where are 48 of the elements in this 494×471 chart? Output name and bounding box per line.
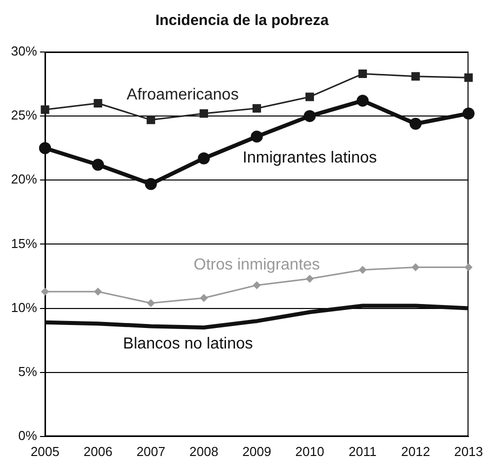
x-tick-label: 2008 — [189, 444, 218, 459]
x-tick-label: 2006 — [84, 444, 112, 459]
point — [412, 263, 420, 272]
series-label: Afroamericanos — [126, 86, 239, 104]
chart-title: Incidencia de la pobreza — [155, 12, 330, 30]
point — [306, 274, 314, 283]
y-tick-label: 25% — [10, 108, 38, 123]
x-tick-label: 2005 — [30, 444, 60, 459]
point — [146, 299, 155, 308]
x-tick-label: 2012 — [401, 444, 430, 459]
y-tick-label: 5% — [18, 364, 38, 379]
point — [464, 73, 473, 82]
point — [358, 70, 367, 78]
point — [358, 266, 367, 274]
point — [252, 281, 261, 290]
point — [200, 109, 208, 118]
point — [198, 152, 210, 164]
point — [304, 110, 316, 122]
point — [356, 94, 369, 107]
point — [94, 99, 102, 108]
point — [40, 105, 50, 114]
series-label: Blancos no latinos — [123, 336, 253, 353]
series-label: Otros inmigrantes — [194, 256, 320, 274]
point — [305, 92, 314, 102]
x-tick-label: 2007 — [136, 444, 166, 459]
x-tick-label: 2011 — [348, 444, 377, 459]
y-tick-label: 15% — [10, 236, 38, 251]
point — [41, 288, 50, 296]
point — [200, 294, 208, 302]
point — [462, 108, 475, 120]
point — [144, 178, 157, 190]
point — [252, 104, 262, 113]
x-tick-label: 2009 — [242, 444, 272, 459]
y-tick-label: 10% — [10, 300, 38, 315]
x-tick-label: 2010 — [295, 444, 324, 459]
point — [146, 116, 156, 124]
x-tick-label: 2013 — [454, 444, 483, 459]
point — [464, 263, 473, 272]
y-tick-label: 20% — [10, 172, 38, 187]
point — [250, 130, 263, 143]
point — [92, 158, 104, 171]
point — [410, 118, 422, 130]
point — [94, 288, 102, 296]
y-tick-label: 0% — [18, 428, 38, 443]
point — [411, 72, 420, 81]
point — [39, 142, 52, 154]
y-tick-label: 30% — [10, 44, 38, 59]
series-label: Inmigrantes latinos — [242, 149, 377, 166]
